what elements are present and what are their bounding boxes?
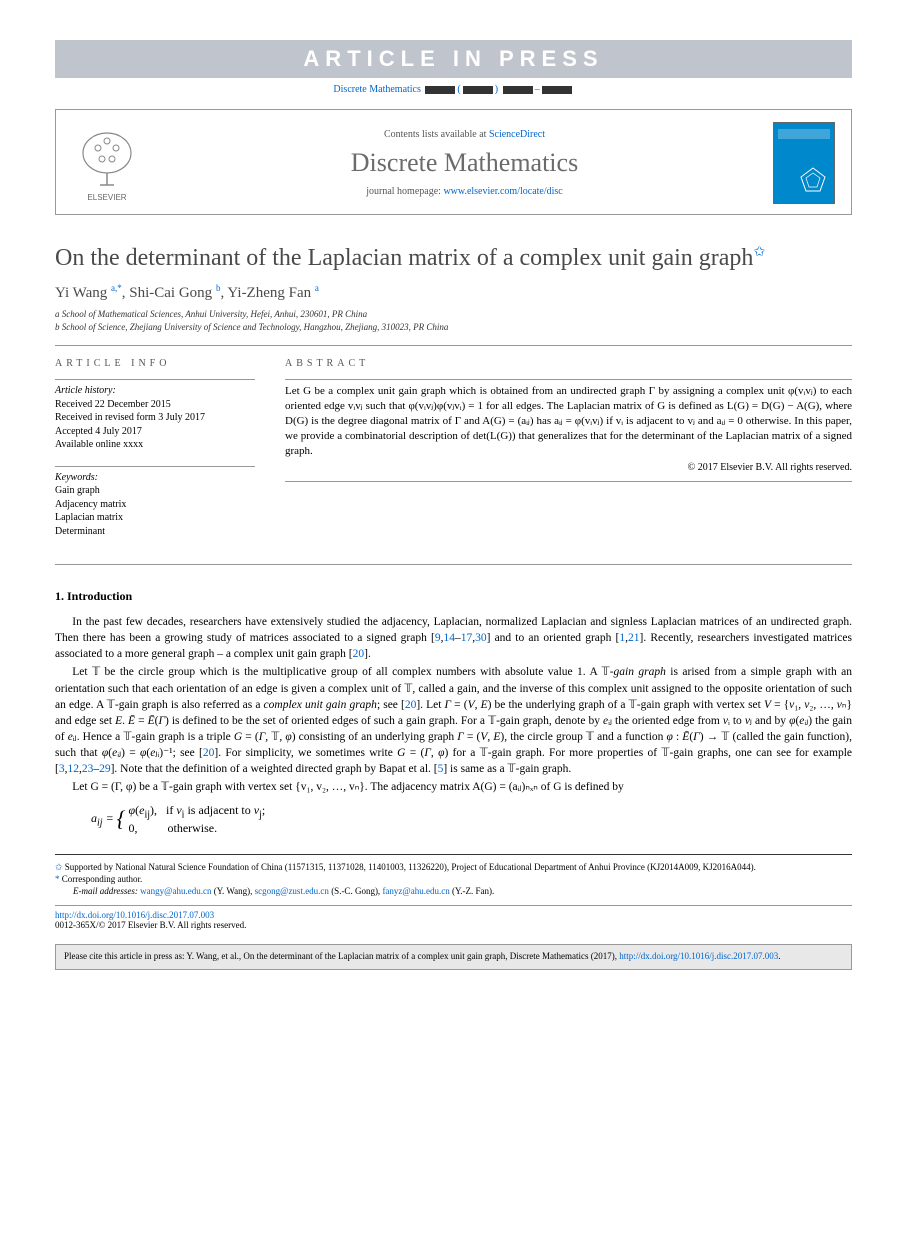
footnotes-block: ✩ Supported by National Natural Science … (55, 854, 852, 897)
elsevier-logo: ELSEVIER (72, 123, 142, 203)
adjacency-definition-equation: aij = { φ(eij), if vi is adjacent to vj;… (91, 803, 852, 835)
email-label: E-mail addresses: (73, 886, 138, 896)
keyword: Adjacency matrix (55, 498, 255, 512)
keyword: Gain graph (55, 484, 255, 498)
history-received: Received 22 December 2015 (55, 398, 255, 412)
ref-link[interactable]: 23 (82, 763, 94, 775)
title-footnote-marker: ✩ (753, 245, 765, 260)
ref-link[interactable]: 17 (461, 632, 473, 644)
ref-link[interactable]: 3 (59, 763, 65, 775)
funding-text: Supported by National Natural Science Fo… (65, 862, 756, 872)
homepage-line: journal homepage: www.elsevier.com/locat… (156, 186, 773, 197)
ref-link[interactable]: 20 (405, 699, 417, 711)
doi-link[interactable]: http://dx.doi.org/10.1016/j.disc.2017.07… (55, 910, 214, 920)
author-2-affil: b (216, 283, 221, 293)
journal-ref-name: Discrete Mathematics (333, 84, 420, 95)
keywords-label: Keywords: (55, 471, 255, 485)
ref-link[interactable]: 12 (67, 763, 79, 775)
email-name: (S.-C. Gong), (329, 886, 383, 896)
email-name: (Y.-Z. Fan). (450, 886, 495, 896)
intro-para-1: In the past few decades, researchers hav… (55, 614, 852, 662)
history-online: Available online xxxx (55, 438, 255, 452)
title-text: On the determinant of the Laplacian matr… (55, 245, 753, 271)
author-2: Shi-Cai Gong (129, 285, 212, 301)
section-1-title: 1. Introduction (55, 589, 852, 604)
abstract-text: Let G be a complex unit gain graph which… (285, 384, 852, 458)
cite-doi-link[interactable]: http://dx.doi.org/10.1016/j.disc.2017.07… (619, 951, 778, 961)
ref-link[interactable]: 21 (628, 632, 640, 644)
divider (55, 345, 852, 346)
ref-link[interactable]: 1 (619, 632, 625, 644)
funding-footnote: ✩ Supported by National Natural Science … (55, 861, 852, 873)
journal-display-name: Discrete Mathematics (156, 148, 773, 178)
author-3-affil: a (315, 283, 319, 293)
abstract-head: ABSTRACT (285, 358, 852, 369)
author-1: Yi Wang (55, 285, 107, 301)
placeholder-block (542, 86, 572, 94)
ref-link[interactable]: 14 (443, 632, 455, 644)
homepage-link[interactable]: www.elsevier.com/locate/disc (443, 186, 562, 197)
homepage-prefix: journal homepage: (366, 186, 443, 197)
affiliation-b: b School of Science, Zhejiang University… (55, 321, 852, 334)
article-history-block: Article history: Received 22 December 20… (55, 384, 255, 452)
keyword: Determinant (55, 525, 255, 539)
contents-available-line: Contents lists available at ScienceDirec… (156, 129, 773, 140)
placeholder-block (463, 86, 493, 94)
ref-link[interactable]: 30 (475, 632, 487, 644)
email-link[interactable]: scgong@zust.edu.cn (255, 886, 329, 896)
author-3: Yi-Zheng Fan (227, 285, 311, 301)
abstract-copyright: © 2017 Elsevier B.V. All rights reserved… (285, 462, 852, 473)
keyword: Laplacian matrix (55, 511, 255, 525)
cite-text: Please cite this article in press as: Y.… (64, 951, 619, 961)
corresponding-marker: * (117, 283, 122, 293)
citation-box: Please cite this article in press as: Y.… (55, 944, 852, 970)
intro-para-2: Let 𝕋 be the circle group which is the m… (55, 664, 852, 777)
affiliation-a: a School of Mathematical Sciences, Anhui… (55, 308, 852, 321)
email-name: (Y. Wang), (211, 886, 254, 896)
ref-link[interactable]: 20 (203, 747, 215, 759)
keywords-block: Keywords: Gain graph Adjacency matrix La… (55, 471, 255, 539)
journal-cover-thumbnail (773, 122, 835, 204)
corresponding-text: Corresponding author. (62, 874, 143, 884)
email-link[interactable]: fanyz@ahu.edu.cn (382, 886, 449, 896)
issn-copyright: 0012-365X/© 2017 Elsevier B.V. All right… (55, 920, 246, 930)
ref-link[interactable]: 29 (99, 763, 111, 775)
placeholder-block (425, 86, 455, 94)
history-label: Article history: (55, 384, 255, 398)
info-abstract-row: ARTICLE INFO Article history: Received 2… (55, 358, 852, 552)
corresponding-footnote: * Corresponding author. (55, 873, 852, 885)
intro-para-3: Let G = (Γ, φ) be a 𝕋-gain graph with ve… (55, 779, 852, 795)
doi-block: http://dx.doi.org/10.1016/j.disc.2017.07… (55, 905, 852, 930)
email-footnote: E-mail addresses: wangy@ahu.edu.cn (Y. W… (55, 885, 852, 897)
svg-text:ELSEVIER: ELSEVIER (87, 193, 126, 202)
cover-pentagon-icon (798, 165, 828, 195)
article-info-head: ARTICLE INFO (55, 358, 255, 369)
email-link[interactable]: wangy@ahu.edu.cn (140, 886, 211, 896)
star-icon: ✩ (55, 862, 63, 872)
elsevier-tree-icon: ELSEVIER (72, 123, 142, 203)
authors-line: Yi Wang a,*, Shi-Cai Gong b, Yi-Zheng Fa… (55, 283, 852, 302)
abstract-column: ABSTRACT Let G be a complex unit gain gr… (285, 358, 852, 552)
contents-prefix: Contents lists available at (384, 129, 489, 140)
history-accepted: Accepted 4 July 2017 (55, 425, 255, 439)
journal-header-box: ELSEVIER Contents lists available at Sci… (55, 109, 852, 215)
sciencedirect-link[interactable]: ScienceDirect (489, 129, 545, 140)
header-center: Contents lists available at ScienceDirec… (156, 129, 773, 197)
divider (55, 564, 852, 565)
journal-reference-line: Discrete Mathematics () – (55, 84, 852, 95)
placeholder-block (503, 86, 533, 94)
article-info-column: ARTICLE INFO Article history: Received 2… (55, 358, 255, 552)
ref-link[interactable]: 20 (353, 648, 365, 660)
article-title: On the determinant of the Laplacian matr… (55, 243, 852, 273)
ref-link[interactable]: 5 (438, 763, 444, 775)
ref-link[interactable]: 9 (435, 632, 441, 644)
asterisk-icon: * (55, 874, 60, 884)
article-in-press-banner: ARTICLE IN PRESS (55, 40, 852, 78)
history-revised: Received in revised form 3 July 2017 (55, 411, 255, 425)
